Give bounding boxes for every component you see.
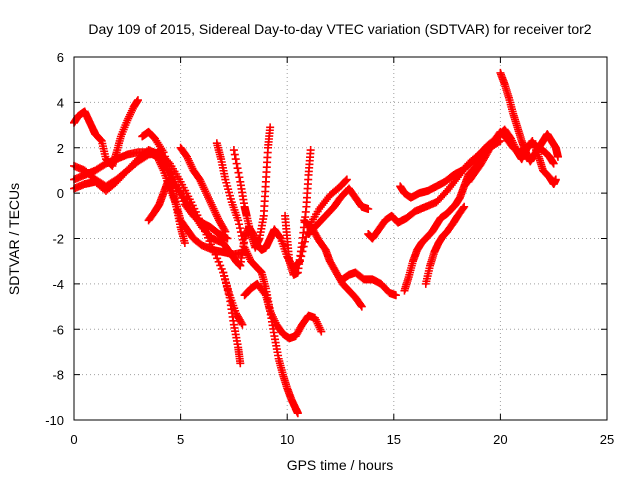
data-point-marker — [213, 254, 222, 263]
data-point-marker — [234, 168, 243, 177]
data-point-marker — [230, 150, 239, 159]
axis-ticks: 0 5 10 15 20 25 -10 -8 -6 -4 -2 0 2 4 6 — [45, 50, 614, 447]
x-tick-label: 20 — [493, 432, 507, 447]
data-point-marker — [220, 226, 229, 235]
data-series — [70, 96, 142, 170]
data-point-marker — [231, 155, 240, 164]
data-point-marker — [208, 243, 217, 252]
data-series — [176, 143, 230, 236]
data-point-marker — [317, 327, 326, 336]
y-tick-label: 2 — [57, 141, 64, 156]
x-tick-label: 10 — [280, 432, 294, 447]
data-point-marker — [221, 227, 230, 236]
data-point-marker — [237, 231, 246, 240]
data-series — [304, 184, 373, 238]
data-point-marker — [235, 224, 244, 233]
data-point-marker — [341, 176, 350, 185]
data-point-marker — [162, 156, 171, 165]
data-series — [421, 202, 469, 288]
chart-title: Day 109 of 2015, Sidereal Day-to-day VTE… — [88, 21, 591, 37]
data-series — [229, 123, 275, 252]
grid — [74, 57, 607, 420]
data-point-marker — [167, 169, 176, 178]
y-tick-label: -2 — [52, 232, 64, 247]
data-points — [70, 68, 562, 418]
data-point-marker — [356, 301, 365, 310]
data-point-marker — [260, 289, 269, 298]
data-point-marker — [235, 173, 244, 182]
data-point-marker — [553, 152, 562, 161]
y-tick-label: -6 — [52, 322, 64, 337]
y-tick-label: 6 — [57, 50, 64, 65]
y-axis-label: SDTVAR / TECUs — [6, 183, 22, 295]
data-point-marker — [214, 257, 223, 266]
y-tick-label: -8 — [52, 368, 64, 383]
plot-frame — [73, 56, 608, 421]
data-point-marker — [238, 235, 247, 244]
data-series — [144, 177, 189, 248]
data-point-marker — [236, 359, 245, 368]
data-point-marker — [236, 228, 245, 237]
data-point-marker — [168, 173, 177, 182]
x-tick-label: 15 — [387, 432, 401, 447]
data-point-marker — [357, 302, 366, 311]
data-point-marker — [211, 250, 220, 259]
data-point-marker — [459, 204, 468, 213]
data-series — [400, 125, 560, 295]
data-point-marker — [238, 320, 247, 329]
data-series — [219, 268, 247, 329]
data-point-marker — [239, 239, 248, 248]
y-tick-label: 0 — [57, 186, 64, 201]
data-point-marker — [229, 146, 238, 155]
data-series — [496, 68, 562, 166]
data-point-marker — [460, 202, 469, 211]
data-point-marker — [237, 319, 246, 328]
data-point-marker — [133, 96, 142, 105]
y-tick-label: -10 — [45, 413, 64, 428]
data-point-marker — [391, 291, 400, 300]
data-point-marker — [180, 239, 189, 248]
data-point-marker — [159, 148, 168, 157]
data-point-marker — [266, 123, 275, 132]
data-point-marker — [275, 233, 284, 242]
data-series — [212, 139, 302, 418]
data-point-marker — [234, 216, 243, 225]
data-point-marker — [210, 247, 219, 256]
data-point-marker — [293, 409, 302, 418]
data-point-marker — [232, 159, 241, 168]
data-point-marker — [223, 234, 232, 243]
data-point-marker — [306, 146, 315, 155]
x-tick-label: 0 — [70, 432, 77, 447]
x-axis-label: GPS time / hours — [287, 457, 394, 473]
x-tick-label: 5 — [177, 432, 184, 447]
data-series — [138, 127, 232, 243]
data-point-marker — [233, 164, 242, 173]
data-point-marker — [364, 205, 373, 214]
x-tick-label: 25 — [600, 432, 614, 447]
data-point-marker — [235, 220, 244, 229]
data-point-marker — [216, 261, 225, 270]
data-point-marker — [96, 135, 105, 144]
data-point-marker — [549, 159, 558, 168]
data-point-marker — [165, 165, 174, 174]
data-point-marker — [164, 160, 173, 169]
y-tick-label: -4 — [52, 277, 64, 292]
data-point-marker — [217, 264, 226, 273]
data-series — [338, 268, 400, 300]
data-series — [240, 279, 326, 343]
data-point-marker — [551, 175, 560, 184]
data-series — [281, 146, 315, 279]
y-tick-label: 4 — [57, 95, 64, 110]
data-point-marker — [161, 152, 170, 161]
data-point-marker — [342, 175, 351, 184]
